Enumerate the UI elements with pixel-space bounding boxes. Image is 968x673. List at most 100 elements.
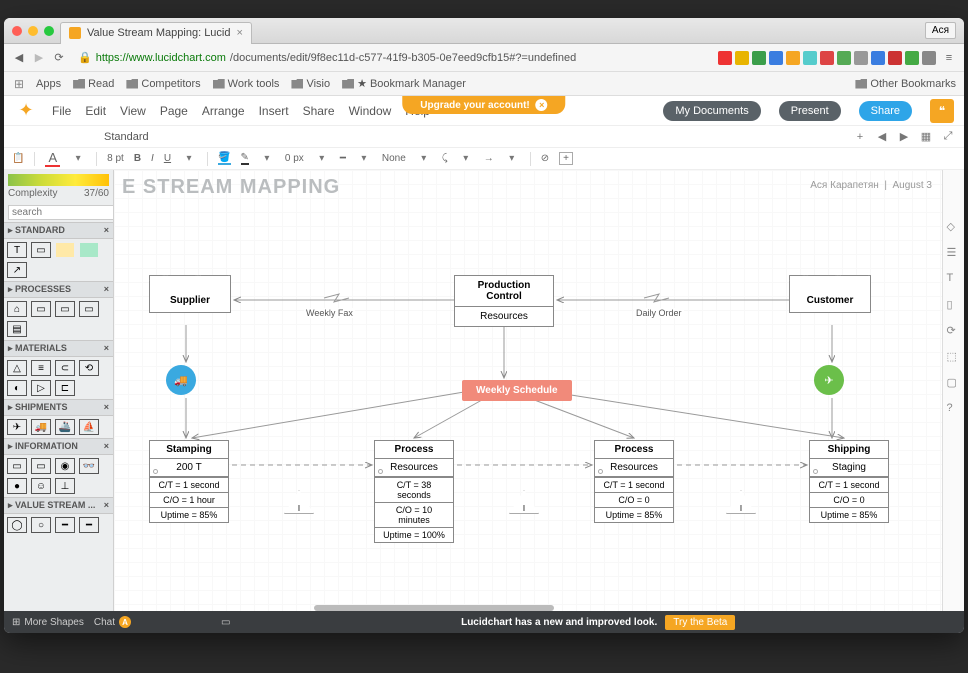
line-color-icon[interactable]: ✎ — [241, 152, 249, 165]
share-button[interactable]: Share — [859, 101, 912, 121]
menu-icon[interactable]: ≡ — [942, 51, 956, 65]
right-tool-icon[interactable]: ⬚ — [947, 350, 961, 364]
node-process-1[interactable]: ProcessResourcesC/T = 38 secondsC/O = 10… — [374, 440, 454, 543]
scrollbar-horizontal[interactable] — [314, 605, 554, 611]
inventory-icon[interactable]: I — [284, 490, 314, 514]
app-logo-icon[interactable]: ✦ — [14, 99, 38, 123]
more-text-icon[interactable]: ▾ — [181, 151, 197, 167]
category-header[interactable]: ▸ SHIPMENTS× — [4, 399, 113, 416]
shape-item[interactable]: ✈ — [7, 419, 27, 435]
shape-item[interactable]: ◐ — [7, 380, 27, 396]
link-icon[interactable]: ⊘ — [541, 153, 549, 164]
shape-item[interactable]: ▭ — [31, 242, 51, 258]
connector-icon[interactable]: ⤹ — [442, 153, 448, 164]
apps-icon[interactable]: ⊞ — [12, 77, 26, 91]
shape-item[interactable]: ○ — [31, 517, 51, 533]
extension-icon[interactable] — [786, 51, 800, 65]
shape-item[interactable]: T — [7, 242, 27, 258]
extension-icon[interactable] — [735, 51, 749, 65]
bookmark-item[interactable]: Competitors — [126, 77, 200, 90]
shape-item[interactable]: ☺ — [31, 478, 51, 494]
chat-button[interactable]: ChatA — [94, 616, 131, 628]
shape-item[interactable]: ━ — [79, 517, 99, 533]
inventory-icon[interactable]: I — [509, 490, 539, 514]
other-bookmarks[interactable]: Other Bookmarks — [855, 78, 956, 90]
font-dropdown[interactable]: ▾ — [70, 151, 86, 167]
shape-item[interactable]: 🚚 — [31, 419, 51, 435]
line-style-dd[interactable]: ▾ — [259, 151, 275, 167]
line-width[interactable]: 0 px — [285, 153, 304, 164]
present-button[interactable]: Present — [779, 101, 841, 121]
extension-icon[interactable] — [769, 51, 783, 65]
right-tool-icon[interactable]: ◇ — [947, 220, 961, 234]
text-color-icon[interactable]: A — [45, 150, 60, 167]
url-field[interactable]: 🔒 https://www.lucidchart.com/documents/e… — [72, 51, 712, 64]
shape-item[interactable]: ⊏ — [55, 380, 75, 396]
right-tool-icon[interactable]: ▯ — [947, 298, 961, 312]
profile-badge[interactable]: Ася — [925, 22, 956, 39]
truck-icon[interactable]: 🚚 — [166, 365, 196, 395]
right-tool-icon[interactable]: T — [947, 272, 961, 286]
shape-item[interactable]: △ — [7, 360, 27, 376]
window-close-icon[interactable] — [12, 26, 22, 36]
add-tab-icon[interactable]: + — [852, 129, 868, 145]
menu-arrange[interactable]: Arrange — [202, 104, 245, 118]
extension-icon[interactable] — [752, 51, 766, 65]
page-tab[interactable]: Standard — [4, 131, 249, 143]
shape-item[interactable]: ↗ — [7, 262, 27, 278]
shape-item[interactable]: 🚢 — [55, 419, 75, 435]
my-documents-button[interactable]: My Documents — [663, 101, 760, 121]
shape-item[interactable]: ▭ — [55, 301, 75, 317]
node-schedule[interactable]: Weekly Schedule — [462, 380, 572, 401]
bookmark-item[interactable]: Apps — [36, 77, 61, 90]
canvas[interactable]: E STREAM MAPPING Ася Карапетян | August … — [114, 170, 942, 611]
forward-icon[interactable]: ▶ — [32, 51, 46, 65]
add-box-icon[interactable]: + — [559, 152, 573, 165]
banner-close-icon[interactable]: × — [536, 99, 548, 111]
menu-edit[interactable]: Edit — [85, 104, 106, 118]
extension-icon[interactable] — [922, 51, 936, 65]
bookmark-item[interactable]: ★ Bookmark Manager — [342, 77, 466, 90]
shape-item[interactable]: ◉ — [55, 458, 75, 474]
browser-tab[interactable]: Value Stream Mapping: Lucid × — [60, 22, 252, 44]
right-tool-icon[interactable]: ▢ — [947, 376, 961, 390]
category-header[interactable]: ▸ INFORMATION× — [4, 438, 113, 455]
extension-icon[interactable] — [888, 51, 902, 65]
node-stamping[interactable]: Stamping200 TC/T = 1 secondC/O = 1 hourU… — [149, 440, 229, 523]
shape-item[interactable]: 👓 — [79, 458, 99, 474]
shape-item[interactable]: ▷ — [31, 380, 51, 396]
next-icon[interactable]: ▶ — [896, 129, 912, 145]
font-size[interactable]: 8 pt — [107, 153, 124, 164]
extension-icon[interactable] — [803, 51, 817, 65]
node-shipping[interactable]: ShippingStagingC/T = 1 secondC/O = 0Upti… — [809, 440, 889, 523]
shape-item[interactable]: ≡ — [31, 360, 51, 376]
menu-view[interactable]: View — [120, 104, 146, 118]
bookmark-item[interactable]: Work tools — [213, 77, 280, 90]
comment-icon[interactable]: ❝ — [930, 99, 954, 123]
extension-icon[interactable] — [820, 51, 834, 65]
shape-item[interactable]: ▭ — [7, 458, 27, 474]
tab-close-icon[interactable]: × — [237, 27, 243, 39]
menu-insert[interactable]: Insert — [259, 104, 289, 118]
node-production-control[interactable]: Production ControlResources — [454, 275, 554, 327]
back-icon[interactable]: ◀ — [12, 51, 26, 65]
window-icon[interactable]: ▭ — [221, 617, 230, 628]
shape-item[interactable]: ━ — [55, 517, 75, 533]
extension-icon[interactable] — [871, 51, 885, 65]
menu-window[interactable]: Window — [349, 104, 392, 118]
shape-search-input[interactable] — [8, 205, 114, 220]
menu-page[interactable]: Page — [160, 104, 188, 118]
extension-icon[interactable] — [718, 51, 732, 65]
more-shapes-button[interactable]: ⊞More Shapes — [12, 617, 84, 628]
plane-icon[interactable]: ✈ — [814, 365, 844, 395]
shape-item[interactable]: ▤ — [7, 321, 27, 337]
shape-item[interactable]: ▭ — [79, 301, 99, 317]
reload-icon[interactable]: ⟳ — [52, 51, 66, 65]
bold-icon[interactable]: B — [134, 153, 141, 164]
shape-item[interactable]: ◯ — [7, 517, 27, 533]
underline-icon[interactable]: U — [164, 153, 171, 164]
shape-item[interactable] — [55, 242, 75, 258]
arrow-start[interactable]: None — [382, 153, 406, 164]
line-solid-icon[interactable]: ━ — [340, 153, 346, 164]
grid-icon[interactable]: ▦ — [918, 129, 934, 145]
